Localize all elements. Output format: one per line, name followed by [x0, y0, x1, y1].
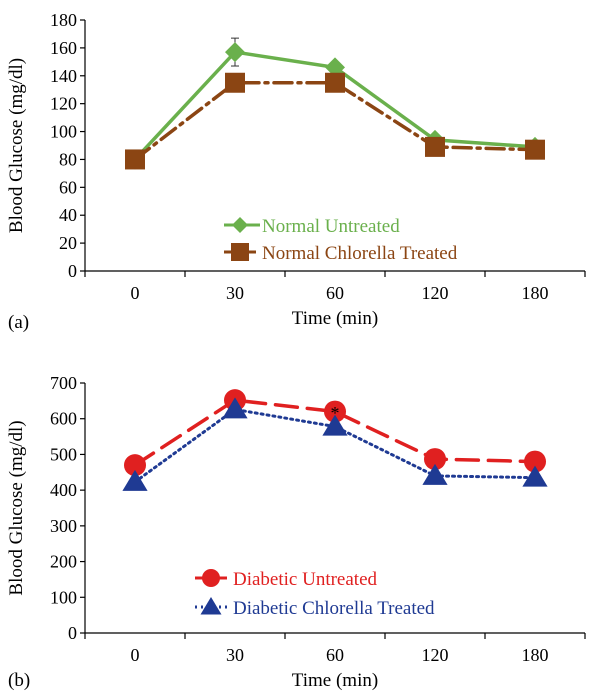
y-tick-label: 700: [50, 373, 77, 393]
data-point: [222, 397, 248, 419]
x-axis-title: Time (min): [292, 308, 378, 329]
panel-a-chart: 0 20 40 60 80 100 120 140 160 180 0 30 60 120 180 Time …: [6, 10, 586, 333]
panel-b-chart: 0 100 200 300 400 500 600 700 0 30 60 120 180 Time (m…: [6, 373, 586, 691]
series-1: [122, 397, 548, 491]
data-point: [325, 72, 345, 93]
legend-marker: [200, 597, 222, 615]
data-point: [324, 400, 346, 423]
data-point: [522, 465, 548, 487]
x-tick-label: 0: [131, 283, 140, 303]
y-tick-label: 400: [50, 480, 77, 500]
data-point: [125, 149, 145, 170]
y-tick-label: 60: [59, 177, 77, 197]
data-point: [425, 136, 445, 157]
x-tick-label: 60: [326, 283, 344, 303]
y-tick-label: 300: [50, 516, 77, 536]
panel-label: (a): [8, 312, 29, 333]
y-tick-label: 180: [50, 10, 77, 30]
y-tick-label: 160: [50, 38, 77, 58]
y-tick-label: 200: [50, 552, 77, 572]
x-tick-label: 180: [522, 283, 549, 303]
y-tick-label: 100: [50, 587, 77, 607]
data-point: [525, 139, 545, 160]
data-point: [422, 463, 448, 485]
y-tick-label: 500: [50, 444, 77, 464]
y-tick-label: 100: [50, 122, 77, 142]
legend-label: Normal Chlorella Treated: [262, 243, 458, 264]
legend-label: Diabetic Untreated: [233, 569, 378, 590]
data-point: [124, 454, 146, 477]
legend-label: Diabetic Chlorella Treated: [233, 598, 435, 619]
data-point: [225, 72, 245, 93]
x-tick-label: 60: [326, 645, 344, 665]
panel-label: (b): [8, 670, 30, 691]
y-tick-label: 120: [50, 94, 77, 114]
y-axis-title: Blood Glucose (mg/dl): [6, 420, 27, 595]
y-tick-label: 40: [59, 205, 77, 225]
legend-marker: [202, 569, 220, 587]
y-tick-label: 0: [68, 623, 77, 643]
x-tick-label: 0: [131, 645, 140, 665]
x-axis-title: Time (min): [292, 670, 378, 691]
legend-marker: [231, 243, 249, 261]
data-point: [325, 57, 345, 78]
series-line: [133, 398, 537, 467]
data-point: [225, 42, 245, 63]
data-point: [122, 469, 148, 491]
series-0: [125, 37, 545, 170]
data-point: [524, 450, 546, 473]
data-point: [322, 414, 348, 436]
x-tick-label: 120: [422, 645, 449, 665]
series-1: [125, 72, 545, 170]
y-tick-label: 140: [50, 66, 77, 86]
y-tick-label: 600: [50, 409, 77, 429]
x-tick-label: 30: [226, 645, 244, 665]
x-tick-label: 180: [522, 645, 549, 665]
x-tick-label: 120: [422, 283, 449, 303]
y-tick-label: 0: [68, 261, 77, 281]
legend-label: Normal Untreated: [262, 216, 400, 237]
series-0: [124, 389, 546, 477]
y-tick-label: 20: [59, 233, 77, 253]
x-tick-label: 30: [226, 283, 244, 303]
data-point: [424, 448, 446, 471]
legend-marker: [232, 217, 248, 233]
significance-marker: *: [331, 403, 340, 423]
y-axis-title: Blood Glucose (mg/dl): [6, 58, 27, 233]
y-tick-label: 80: [59, 149, 77, 169]
